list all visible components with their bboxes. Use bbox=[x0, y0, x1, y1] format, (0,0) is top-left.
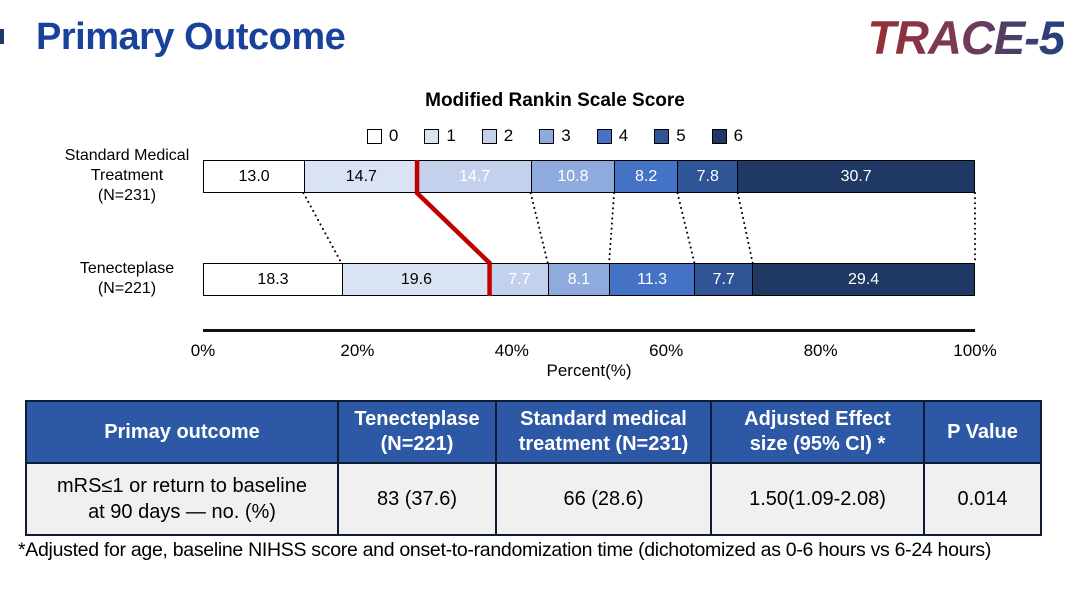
page-title: Primary Outcome bbox=[36, 16, 346, 58]
legend-label: 0 bbox=[388, 126, 399, 145]
bar-segment-mrs-3: 8.1 bbox=[547, 264, 609, 295]
footnote: *Adjusted for age, baseline NIHSS score … bbox=[18, 539, 992, 561]
x-axis-label: Percent(%) bbox=[546, 361, 632, 380]
bar-segment-mrs-5: 7.7 bbox=[694, 264, 753, 295]
x-axis-tick-label: 0% bbox=[190, 341, 216, 360]
bar-segment-mrs-6: 30.7 bbox=[737, 161, 974, 192]
table-header-cell: Adjusted Effect size (95% CI) * bbox=[710, 400, 925, 464]
legend-label: 2 bbox=[503, 126, 514, 145]
bar-segment-mrs-0: 18.3 bbox=[204, 264, 342, 295]
table-cell: 0.014 bbox=[923, 462, 1042, 536]
legend-swatch-icon bbox=[596, 128, 612, 144]
legend-swatch-icon bbox=[366, 128, 382, 144]
legend-item-mrs-2: 2 bbox=[481, 126, 514, 146]
legend-label: 4 bbox=[618, 126, 629, 145]
legend-swatch-icon bbox=[481, 128, 497, 144]
legend-label: 5 bbox=[676, 126, 686, 145]
table-header-cell: Tenecteplase (N=221) bbox=[337, 400, 497, 464]
bar-segment-mrs-0: 13.0 bbox=[204, 161, 305, 192]
legend-item-mrs-6: 6 bbox=[711, 126, 744, 146]
bar-tenecteplase: 18.3 19.6 7.7 8.1 11.3 7.7 29.4 bbox=[203, 263, 975, 296]
bar-segment-mrs-5: 7.8 bbox=[677, 161, 738, 192]
legend-swatch-icon bbox=[711, 128, 727, 144]
legend-item-mrs-3: 3 bbox=[539, 126, 571, 146]
segment-connector-dotted-line bbox=[608, 192, 616, 264]
left-accent-mark bbox=[0, 29, 4, 44]
legend-swatch-icon bbox=[654, 128, 670, 144]
series-label-tenecteplase: Tenecteplase (N=221) bbox=[42, 259, 212, 299]
table-header-cell: Standard medical treatment (N=231) bbox=[495, 400, 712, 464]
chart-title: Modified Rankin Scale Score bbox=[425, 90, 685, 111]
table-header-cell: P Value bbox=[923, 400, 1042, 464]
legend-item-mrs-4: 4 bbox=[596, 126, 629, 146]
legend-swatch-icon bbox=[539, 128, 555, 144]
bar-segment-mrs-1: 19.6 bbox=[342, 264, 490, 295]
x-axis-tick-label: 80% bbox=[803, 341, 838, 360]
table-header-cell: Primay outcome bbox=[25, 400, 339, 464]
legend-item-mrs-0: 0 bbox=[366, 126, 399, 146]
series-name: Tenecteplase bbox=[79, 260, 175, 277]
bar-standard-medical-treatment: 13.0 14.7 14.7 10.8 8.2 7.8 30.7 bbox=[203, 160, 975, 193]
series-n-count: (N=231) bbox=[97, 187, 157, 204]
x-axis-tick-label: 40% bbox=[494, 341, 529, 360]
bar-segment-mrs-4: 11.3 bbox=[608, 264, 695, 295]
table-cell: 66 (28.6) bbox=[495, 462, 712, 536]
mrs-cutoff-red-line bbox=[414, 160, 492, 296]
legend-item-mrs-5: 5 bbox=[654, 126, 686, 146]
connector-and-cutoff-lines bbox=[302, 160, 976, 296]
table-cell: mRS≤1 or return to baseline at 90 days —… bbox=[25, 462, 339, 536]
x-axis-tick-label: 60% bbox=[649, 341, 684, 360]
segment-connector-dotted-line bbox=[676, 192, 696, 264]
x-axis-line bbox=[203, 329, 975, 332]
table-cell: 83 (37.6) bbox=[337, 462, 497, 536]
table-cell: 1.50(1.09-2.08) bbox=[710, 462, 925, 536]
legend-swatch-icon bbox=[424, 128, 440, 144]
trace5-logo: TRACE-5 bbox=[867, 11, 1065, 64]
bar-segment-mrs-2: 14.7 bbox=[417, 161, 531, 192]
mrs-stacked-bar-chart: Modified Rankin Scale Score 0 1 2 3 4 5 6 Stan… bbox=[0, 88, 1080, 388]
table-header-row: Primay outcome Tenecteplase (N=221) Standa… bbox=[25, 400, 1042, 464]
series-label-standard-medical-treatment: Standard Medical Treatment (N=231) bbox=[42, 146, 212, 206]
x-axis-tick-label: 20% bbox=[340, 341, 375, 360]
chart-legend: 0 1 2 3 4 5 6 bbox=[135, 126, 975, 146]
series-name: Standard Medical Treatment bbox=[64, 147, 190, 184]
segment-connector-dotted-line bbox=[302, 192, 343, 264]
bar-segment-mrs-6: 29.4 bbox=[752, 264, 974, 295]
table-row: mRS≤1 or return to baseline at 90 days —… bbox=[25, 462, 1042, 536]
series-n-count: (N=221) bbox=[97, 280, 157, 297]
segment-connector-dotted-line bbox=[529, 192, 549, 264]
legend-label: 1 bbox=[446, 126, 456, 145]
x-axis-tick-label: 100% bbox=[953, 341, 997, 360]
bar-segment-mrs-4: 8.2 bbox=[614, 161, 678, 192]
bar-segment-mrs-3: 10.8 bbox=[530, 161, 615, 192]
bar-segment-mrs-1: 14.7 bbox=[304, 161, 418, 192]
legend-label: 6 bbox=[733, 126, 744, 145]
primary-outcome-table: Primay outcome Tenecteplase (N=221) Standa… bbox=[25, 400, 1042, 536]
segment-connector-dotted-line bbox=[736, 192, 754, 264]
legend-item-mrs-1: 1 bbox=[424, 126, 456, 146]
legend-label: 3 bbox=[561, 126, 571, 145]
